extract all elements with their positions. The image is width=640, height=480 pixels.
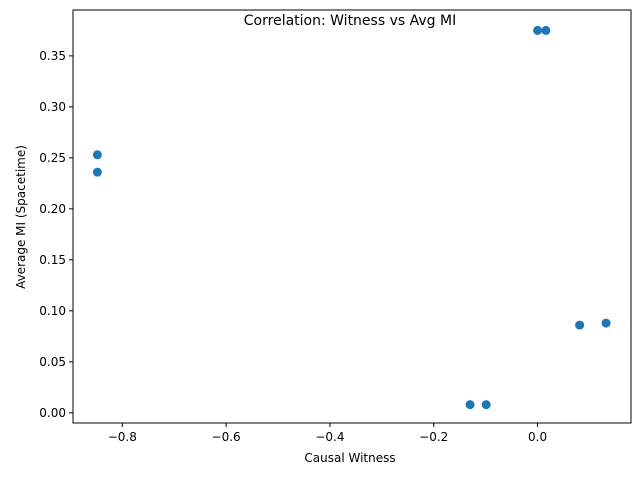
y-tick-label: 0.00 <box>39 406 66 420</box>
scatter-point <box>541 25 551 35</box>
scatter-point <box>575 320 585 330</box>
x-tick-label: 0.0 <box>528 430 547 444</box>
scatter-point <box>92 150 102 160</box>
y-tick-label: 0.10 <box>39 304 66 318</box>
scatter-point <box>465 400 475 410</box>
scatter-point <box>533 25 543 35</box>
y-axis-label: Average MI (Spacetime) <box>14 145 28 289</box>
x-axis-label: Causal Witness <box>304 451 395 465</box>
scatter-point <box>481 400 491 410</box>
points-layer <box>92 25 611 410</box>
chart-title: Correlation: Witness vs Avg MI <box>244 13 456 29</box>
x-tick-label: −0.6 <box>212 430 241 444</box>
scatter-point <box>601 318 611 328</box>
scatter-point <box>92 167 102 177</box>
y-tick-label: 0.20 <box>39 202 66 216</box>
y-tick-label: 0.25 <box>39 151 66 165</box>
y-tick-label: 0.35 <box>39 49 66 63</box>
tick-layer: −0.8 −0.6 −0.4 −0.2 0.0 0.00 0.05 0.10 0.15 0.20 0… <box>39 49 547 444</box>
y-tick-label: 0.05 <box>39 355 66 369</box>
x-tick-label: −0.2 <box>419 430 448 444</box>
y-tick-label: 0.15 <box>39 253 66 267</box>
x-tick-label: −0.8 <box>108 430 137 444</box>
y-tick-label: 0.30 <box>39 100 66 114</box>
x-tick-label: −0.4 <box>315 430 344 444</box>
plot-frame <box>72 9 632 424</box>
